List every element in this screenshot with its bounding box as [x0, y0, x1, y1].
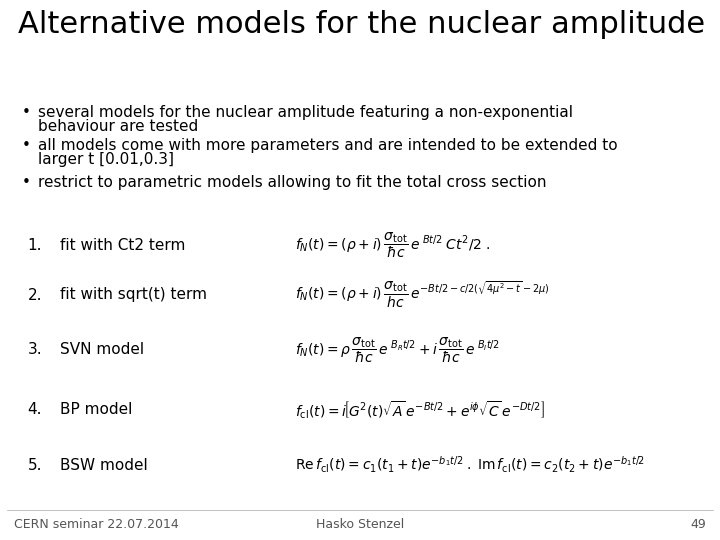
Text: all models come with more parameters and are intended to be extended to: all models come with more parameters and… [38, 138, 618, 153]
Text: $f_N(t) = (\rho + i)\,\dfrac{\sigma_{\rm tot}}{\hbar c}\,e^{\;Bt/2}\; Ct^2/2\;.$: $f_N(t) = (\rho + i)\,\dfrac{\sigma_{\rm… [295, 230, 490, 260]
Text: BP model: BP model [60, 402, 132, 417]
Text: SVN model: SVN model [60, 342, 144, 357]
Text: $f_{\rm cl}(t) = i\!\left[G^2(t)\sqrt{A}\,e^{-Bt/2} + e^{i\phi}\sqrt{C}\,e^{-Dt/: $f_{\rm cl}(t) = i\!\left[G^2(t)\sqrt{A}… [295, 399, 545, 421]
Text: 4.: 4. [27, 402, 42, 417]
Text: larger t [0.01,0.3]: larger t [0.01,0.3] [38, 152, 174, 167]
Text: ${\rm Re}\,f_{\rm cl}(t) = c_1(t_1+t)e^{-b_1 t/2}\;.\;{\rm Im}\,f_{\rm cl}(t) = : ${\rm Re}\,f_{\rm cl}(t) = c_1(t_1+t)e^{… [295, 455, 645, 475]
Text: behaviour are tested: behaviour are tested [38, 119, 198, 134]
Text: 2.: 2. [27, 287, 42, 302]
Text: fit with Ct2 term: fit with Ct2 term [60, 238, 185, 253]
Text: Hasko Stenzel: Hasko Stenzel [316, 518, 404, 531]
Text: $f_N(t) = \rho\,\dfrac{\sigma_{\rm tot}}{\hbar c}\,e^{\;B_{R}t/2} + i\,\dfrac{\s: $f_N(t) = \rho\,\dfrac{\sigma_{\rm tot}}… [295, 335, 500, 365]
Text: several models for the nuclear amplitude featuring a non-exponential: several models for the nuclear amplitude… [38, 105, 573, 120]
Text: fit with sqrt(t) term: fit with sqrt(t) term [60, 287, 207, 302]
Text: 49: 49 [690, 518, 706, 531]
Text: Alternative models for the nuclear amplitude: Alternative models for the nuclear ampli… [18, 10, 705, 39]
Text: BSW model: BSW model [60, 457, 148, 472]
Text: •: • [22, 105, 31, 120]
Text: 3.: 3. [27, 342, 42, 357]
Text: $f_N(t) = (\rho + i)\,\dfrac{\sigma_{\rm tot}}{hc}\,e^{-Bt/2-c/2(\sqrt{4\mu^2-t}: $f_N(t) = (\rho + i)\,\dfrac{\sigma_{\rm… [295, 280, 550, 310]
Text: •: • [22, 175, 31, 190]
Text: 1.: 1. [27, 238, 42, 253]
Text: CERN seminar 22.07.2014: CERN seminar 22.07.2014 [14, 518, 179, 531]
Text: restrict to parametric models allowing to fit the total cross section: restrict to parametric models allowing t… [38, 175, 546, 190]
Text: 5.: 5. [27, 457, 42, 472]
Text: •: • [22, 138, 31, 153]
